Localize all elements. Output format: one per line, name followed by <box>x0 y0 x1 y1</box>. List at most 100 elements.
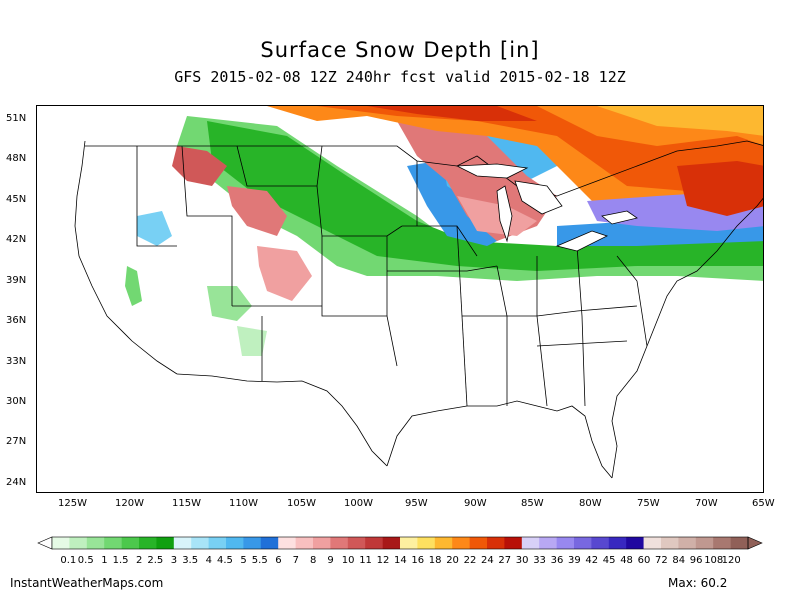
legend-tick-label: 33 <box>533 555 546 566</box>
legend-tick-label: 20 <box>446 555 459 566</box>
legend-swatch <box>382 537 401 549</box>
lon-label: 85W <box>521 498 544 509</box>
lon-label: 75W <box>637 498 660 509</box>
legend-swatch <box>643 537 662 549</box>
legend-tick-label: 3.5 <box>182 555 199 566</box>
legend-tick-label: 2 <box>136 555 143 566</box>
legend-swatch <box>417 537 436 549</box>
max-value: Max: 60.2 <box>668 576 728 590</box>
legend-tick-label: 4 <box>205 555 212 566</box>
lon-label: 70W <box>695 498 718 509</box>
legend-tick-label: 27 <box>498 555 512 566</box>
legend-tick-label: 0.5 <box>77 555 94 566</box>
map-frame[interactable] <box>36 105 764 493</box>
legend-swatch <box>208 537 227 549</box>
legend-tick-label: 39 <box>568 555 581 566</box>
lat-label: 27N <box>6 436 27 447</box>
legend-swatch <box>608 537 627 549</box>
legend-swatch <box>661 537 679 549</box>
legend-tick-label: 3 <box>170 555 178 566</box>
lon-label: 90W <box>464 498 487 509</box>
legend-tick-label: 2.5 <box>147 555 164 566</box>
legend-swatch <box>69 537 88 549</box>
lon-label: 80W <box>579 498 602 509</box>
lat-label: 45N <box>6 194 27 205</box>
legend-swatch <box>104 537 122 549</box>
legend-tick-label: 5 <box>240 555 247 566</box>
lat-label: 36N <box>6 315 27 326</box>
legend-tick-label: 72 <box>655 555 668 566</box>
legend-tick-label: 30 <box>515 555 529 566</box>
lon-label: 65W <box>752 498 775 509</box>
legend-arrow-low <box>37 536 53 550</box>
legend-tick-label: 22 <box>463 555 477 566</box>
legend-swatch <box>678 537 697 549</box>
legend-swatch <box>139 537 157 549</box>
legend-swatch <box>469 537 488 549</box>
lat-label: 39N <box>6 275 27 286</box>
legend-swatch <box>504 537 523 549</box>
lat-label: 33N <box>6 356 27 367</box>
legend-tick-label: 84 <box>672 555 686 566</box>
lat-label: 51N <box>6 113 27 124</box>
legend-tick-label: 0.1 <box>60 555 77 566</box>
legend-swatch <box>156 537 175 549</box>
legend-tick-label: 45 <box>602 555 616 566</box>
legend-arrow-high <box>747 536 763 550</box>
legend-swatch <box>730 537 749 549</box>
legend-tick-label: 7 <box>292 555 299 566</box>
lon-label: 115W <box>172 498 201 509</box>
legend-tick-label: 42 <box>585 555 599 566</box>
legend-swatch <box>226 537 244 549</box>
lon-label: 110W <box>229 498 258 509</box>
legend-swatch <box>365 537 383 549</box>
legend-outline <box>51 536 749 550</box>
legend-swatch <box>173 537 192 549</box>
legend-tick-label: 14 <box>394 555 407 566</box>
legend-tick-label: 10 <box>341 555 355 566</box>
legend-tick-label: 1 <box>101 555 108 566</box>
legend-swatch <box>556 537 575 549</box>
snow-depth-map <box>74 106 763 479</box>
legend-swatch <box>400 537 418 549</box>
legend-swatch <box>591 537 610 549</box>
source-credit: InstantWeatherMaps.com <box>10 576 164 590</box>
legend-tick-label: 5.5 <box>251 555 268 566</box>
legend-swatch <box>191 537 209 549</box>
legend-swatch <box>278 537 296 549</box>
legend-swatch <box>347 537 366 549</box>
legend-tick-label: 60 <box>637 555 651 566</box>
chart-subtitle: GFS 2015-02-08 12Z 240hr fcst valid 2015… <box>174 68 626 86</box>
lat-label: 24N <box>6 477 27 488</box>
legend-tick-label: 24 <box>481 555 494 566</box>
lat-label: 30N <box>6 396 27 407</box>
legend-swatch <box>295 537 314 549</box>
lon-label: 105W <box>287 498 316 509</box>
lat-label: 48N <box>6 153 27 164</box>
legend-swatch <box>713 537 731 549</box>
legend-tick-label: 8 <box>310 555 317 566</box>
legend-swatch <box>521 537 540 549</box>
legend-swatch <box>330 537 349 549</box>
legend-swatch <box>260 537 279 549</box>
lon-label: 120W <box>115 498 144 509</box>
legend-swatch <box>313 537 331 549</box>
lon-label: 100W <box>344 498 373 509</box>
lon-label: 95W <box>405 498 428 509</box>
legend-tick-label: 48 <box>620 555 633 566</box>
legend-tick-label: 18 <box>428 555 442 566</box>
lon-label: 125W <box>58 498 87 509</box>
legend-swatch <box>539 537 557 549</box>
legend-swatch <box>695 537 714 549</box>
legend-swatch <box>243 537 262 549</box>
legend-swatch <box>121 537 140 549</box>
great-lakes <box>455 163 638 252</box>
legend-tick-label: 1.5 <box>112 555 129 566</box>
legend-tick-label: 4.5 <box>217 555 233 566</box>
legend-swatch <box>452 537 470 549</box>
chart-title: Surface Snow Depth [in] <box>260 38 540 62</box>
snow-fields <box>125 106 763 356</box>
legend-swatch <box>86 537 105 549</box>
legend-tick-label: 9 <box>327 555 334 566</box>
legend-tick-label: 96 <box>689 555 703 566</box>
